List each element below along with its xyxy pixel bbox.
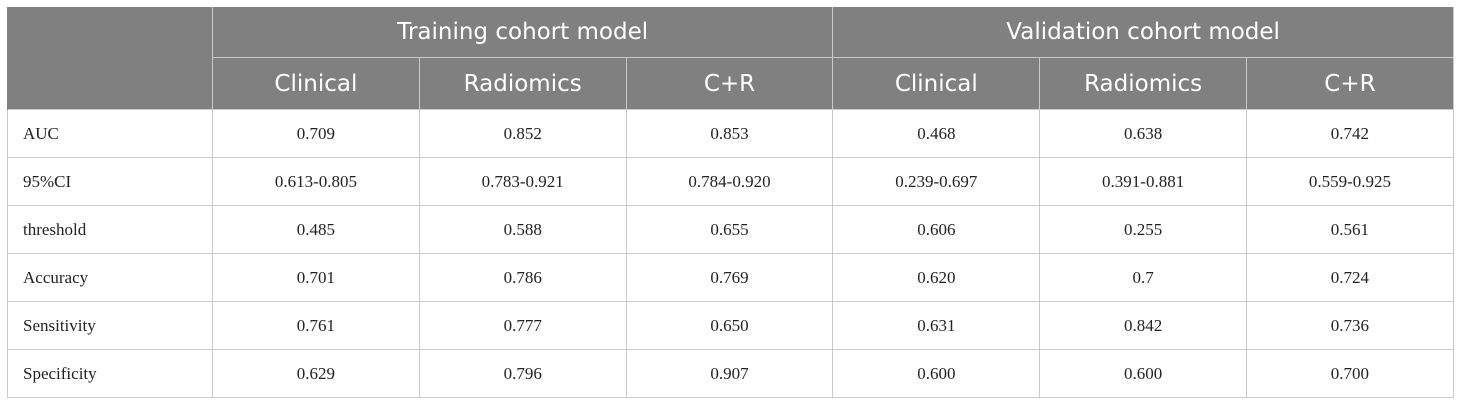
table-cell: 0.786 — [418, 253, 627, 302]
group-header-validation: Validation cohort model — [832, 7, 1454, 58]
subheader-cell: Clinical — [212, 57, 420, 110]
table-cell: 0.742 — [1246, 109, 1454, 158]
table-cell: 0.650 — [625, 301, 834, 350]
subheader-cell: Radiomics — [418, 57, 627, 110]
row-label: AUC — [7, 109, 213, 158]
table-cell: 0.600 — [1039, 349, 1248, 398]
table-cell: 0.736 — [1246, 301, 1454, 350]
table-row: Accuracy 0.701 0.786 0.769 0.620 0.7 0.7… — [7, 253, 1454, 302]
table-cell: 0.724 — [1246, 253, 1454, 302]
table-cell: 0.842 — [1039, 301, 1248, 350]
table-cell: 0.559-0.925 — [1246, 157, 1454, 206]
table-cell: 0.588 — [418, 205, 627, 254]
row-label: Specificity — [7, 349, 213, 398]
subheader-cell: Radiomics — [1039, 57, 1248, 110]
table-cell: 0.655 — [625, 205, 834, 254]
metrics-table: Training cohort model Validation cohort … — [7, 7, 1454, 398]
table-body: AUC 0.709 0.852 0.853 0.468 0.638 0.742 … — [7, 109, 1454, 398]
table-cell: 0.709 — [212, 109, 420, 158]
table-cell: 0.853 — [625, 109, 834, 158]
table-row: 95%CI 0.613-0.805 0.783-0.921 0.784-0.92… — [7, 157, 1454, 206]
table-cell: 0.701 — [212, 253, 420, 302]
table-row: Specificity 0.629 0.796 0.907 0.600 0.60… — [7, 349, 1454, 398]
group-header-row: Training cohort model Validation cohort … — [7, 7, 1454, 110]
row-label: Accuracy — [7, 253, 213, 302]
table-cell: 0.852 — [418, 109, 627, 158]
table-cell: 0.629 — [212, 349, 420, 398]
table-cell: 0.907 — [625, 349, 834, 398]
subheader-cell: C+R — [625, 57, 834, 110]
table-cell: 0.631 — [832, 301, 1041, 350]
row-label: threshold — [7, 205, 213, 254]
table-cell: 0.255 — [1039, 205, 1248, 254]
table-cell: 0.796 — [418, 349, 627, 398]
row-label: 95%CI — [7, 157, 213, 206]
table-cell: 0.606 — [832, 205, 1041, 254]
table-cell: 0.700 — [1246, 349, 1454, 398]
table-cell: 0.468 — [832, 109, 1041, 158]
table-cell: 0.783-0.921 — [418, 157, 627, 206]
subheader-cell: Clinical — [832, 57, 1041, 110]
row-label: Sensitivity — [7, 301, 213, 350]
table-row: threshold 0.485 0.588 0.655 0.606 0.255 … — [7, 205, 1454, 254]
table-cell: 0.391-0.881 — [1039, 157, 1248, 206]
table-cell: 0.638 — [1039, 109, 1248, 158]
table-cell: 0.784-0.920 — [625, 157, 834, 206]
table-cell: 0.761 — [212, 301, 420, 350]
group-header-training: Training cohort model — [211, 7, 834, 58]
table-cell: 0.561 — [1246, 205, 1454, 254]
table-cell: 0.769 — [625, 253, 834, 302]
table-cell: 0.485 — [212, 205, 420, 254]
table-row: Sensitivity 0.761 0.777 0.650 0.631 0.84… — [7, 301, 1454, 350]
table-header: Training cohort model Validation cohort … — [7, 7, 1454, 110]
table-cell: 0.620 — [832, 253, 1041, 302]
table-cell: 0.7 — [1039, 253, 1248, 302]
table-cell: 0.239-0.697 — [832, 157, 1041, 206]
subheader-cell: C+R — [1246, 57, 1454, 110]
table-row: AUC 0.709 0.852 0.853 0.468 0.638 0.742 — [7, 109, 1454, 158]
table-cell: 0.600 — [832, 349, 1041, 398]
subheader-row: Clinical Radiomics C+R Clinical Radiomic… — [8, 57, 1454, 110]
table-cell: 0.777 — [418, 301, 627, 350]
table-cell: 0.613-0.805 — [212, 157, 420, 206]
corner-cell — [7, 7, 213, 110]
